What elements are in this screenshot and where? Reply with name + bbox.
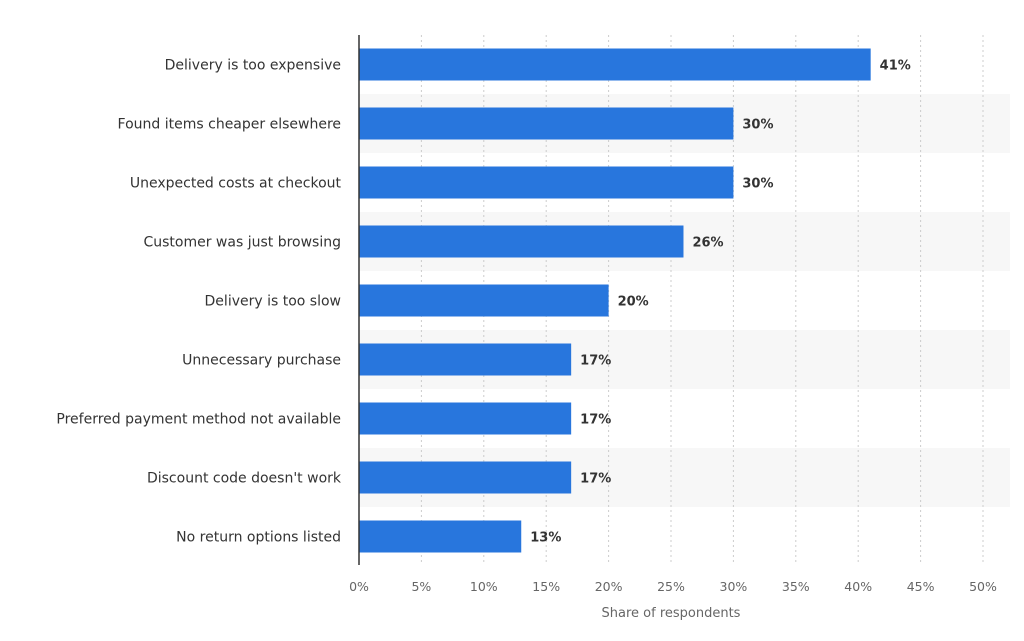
value-label: 17% [580, 413, 611, 428]
tick-label: 35% [782, 579, 810, 594]
category-label: Customer was just browsing [143, 235, 341, 251]
bar[interactable] [359, 402, 572, 435]
value-label: 13% [530, 531, 561, 546]
value-label: 26% [692, 236, 723, 251]
category-label: Found items cheaper elsewhere [118, 117, 341, 133]
tick-label: 10% [470, 579, 498, 594]
bar[interactable] [359, 107, 734, 140]
tick-label: 15% [532, 579, 560, 594]
category-label: Delivery is too slow [205, 294, 341, 310]
value-label: 30% [742, 177, 773, 192]
bar[interactable] [359, 225, 684, 258]
bar[interactable] [359, 48, 871, 81]
category-label: Delivery is too expensive [165, 58, 341, 74]
tick-label: 40% [844, 579, 872, 594]
tick-label: 45% [907, 579, 935, 594]
bar[interactable] [359, 284, 609, 317]
bar[interactable] [359, 166, 734, 199]
x-axis-label: Share of respondents [602, 606, 741, 621]
tick-label: 50% [969, 579, 997, 594]
tick-label: 0% [349, 579, 369, 594]
bar[interactable] [359, 343, 572, 376]
category-label: Unnecessary purchase [182, 353, 341, 369]
tick-label: 30% [720, 579, 748, 594]
tick-label: 5% [411, 579, 431, 594]
value-label: 17% [580, 354, 611, 369]
bar[interactable] [359, 461, 572, 494]
value-label: 30% [742, 118, 773, 133]
bar[interactable] [359, 520, 522, 553]
value-label: 20% [618, 295, 649, 310]
tick-label: 25% [657, 579, 685, 594]
value-label: 41% [880, 59, 911, 74]
category-label: Preferred payment method not available [56, 412, 341, 428]
value-label: 17% [580, 472, 611, 487]
category-label: No return options listed [176, 530, 341, 546]
category-label: Unexpected costs at checkout [130, 176, 342, 192]
category-label: Discount code doesn't work [147, 471, 342, 487]
tick-label: 20% [595, 579, 623, 594]
